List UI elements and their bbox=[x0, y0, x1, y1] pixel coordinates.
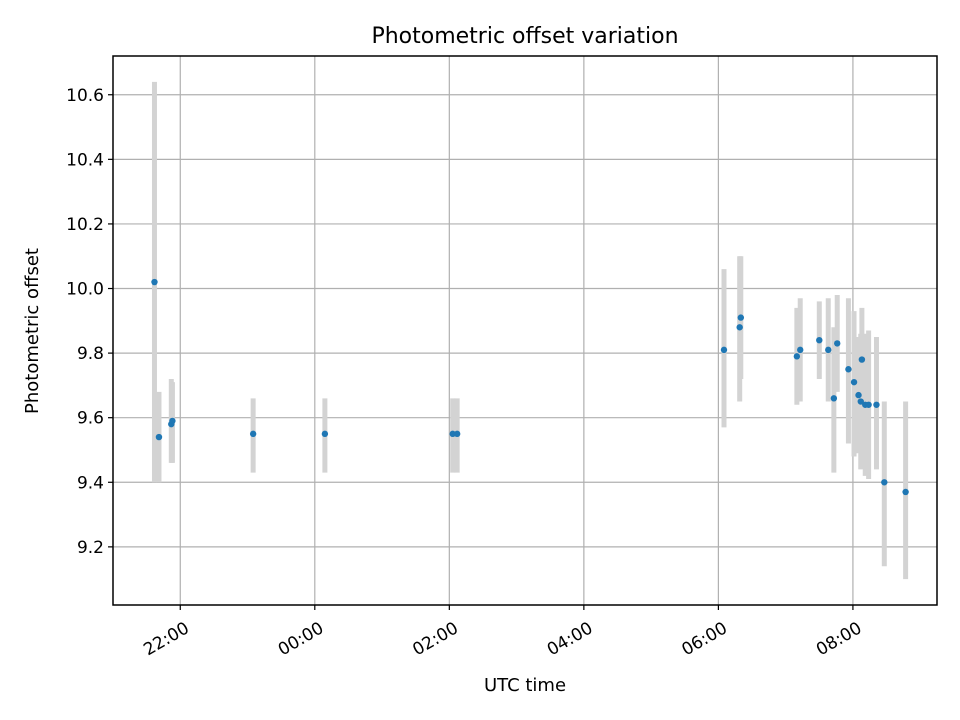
chart-title: Photometric offset variation bbox=[371, 24, 678, 49]
x-tick-label: 00:00 bbox=[275, 618, 327, 660]
data-point bbox=[850, 378, 858, 386]
y-axis-label: Photometric offset bbox=[22, 248, 43, 414]
y-tick-label: 10.2 bbox=[66, 215, 104, 235]
grid bbox=[113, 56, 937, 605]
y-tick-label: 10.0 bbox=[66, 280, 104, 300]
data-point bbox=[845, 366, 852, 373]
data-point bbox=[249, 430, 257, 438]
x-tick-label: 08:00 bbox=[813, 618, 865, 660]
data-point bbox=[151, 278, 158, 286]
data-point bbox=[797, 346, 804, 354]
data-point bbox=[720, 346, 728, 354]
error-bars bbox=[151, 81, 909, 580]
data-point bbox=[834, 340, 841, 347]
y-tick-label: 9.4 bbox=[77, 473, 104, 493]
data-point bbox=[736, 324, 743, 331]
data-point bbox=[737, 314, 745, 321]
data-point bbox=[873, 401, 880, 408]
data-point bbox=[881, 479, 888, 486]
data-point bbox=[858, 356, 866, 363]
x-axis-label: UTC time bbox=[484, 675, 566, 696]
plot-frame bbox=[112, 55, 938, 606]
data-points bbox=[151, 278, 909, 496]
y-tick-label: 9.8 bbox=[77, 344, 104, 364]
x-tick-label: 06:00 bbox=[678, 618, 730, 660]
y-tick-label: 10.4 bbox=[66, 150, 104, 170]
x-tick-label: 02:00 bbox=[409, 618, 461, 660]
y-tick-label: 9.6 bbox=[77, 409, 104, 429]
data-point bbox=[830, 395, 838, 402]
data-point bbox=[902, 488, 909, 496]
data-point bbox=[816, 336, 823, 344]
x-tick-label: 04:00 bbox=[544, 618, 596, 660]
data-point bbox=[865, 401, 872, 408]
data-point bbox=[321, 430, 329, 438]
data-point bbox=[793, 353, 801, 360]
x-tick-label: 22:00 bbox=[140, 618, 192, 660]
data-point bbox=[825, 346, 832, 354]
y-axis-ticks: 9.2 9.4 9.6 9.8 10.0 10.2 10.4 10.6 bbox=[66, 86, 113, 558]
data-point bbox=[449, 430, 456, 438]
data-point bbox=[857, 398, 864, 405]
y-tick-label: 10.6 bbox=[66, 86, 104, 106]
data-point bbox=[169, 417, 176, 425]
data-point bbox=[453, 430, 461, 438]
y-tick-label: 9.2 bbox=[77, 538, 104, 558]
data-point bbox=[855, 391, 862, 399]
x-axis-ticks: 22:00 00:00 02:00 04:00 06:00 08:00 bbox=[140, 605, 865, 660]
data-point bbox=[155, 433, 163, 441]
